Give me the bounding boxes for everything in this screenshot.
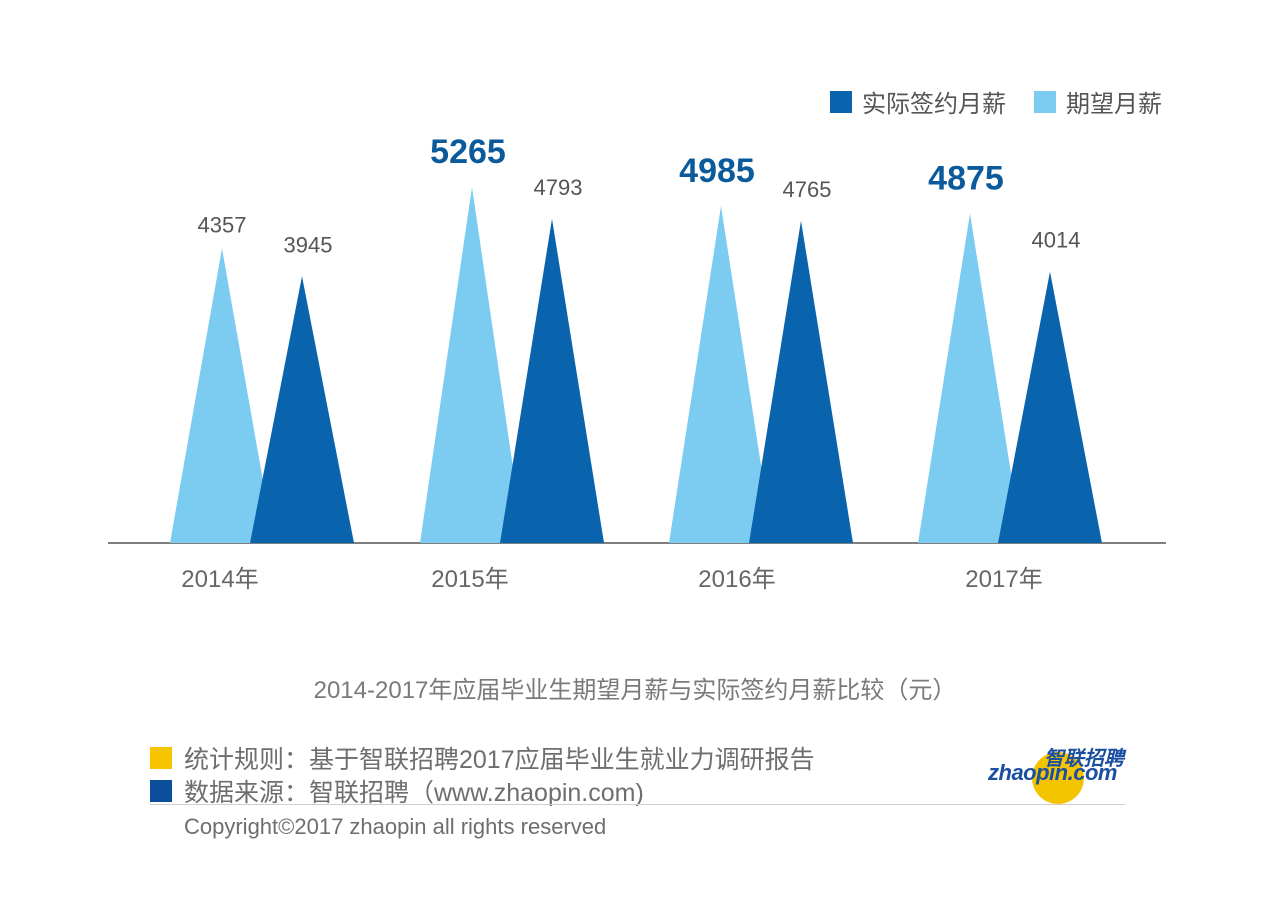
- legend-swatch-expected: [1034, 90, 1056, 113]
- actual-salary-label: 3945: [284, 232, 333, 257]
- chart-legend: 实际签约月薪 期望月薪: [830, 84, 1162, 119]
- note-rule-swatch: [150, 747, 172, 769]
- expected-salary-peak: [669, 205, 773, 544]
- logo-circle: [1032, 752, 1084, 804]
- note-rule: 统计规则：基于智联招聘2017应届毕业生就业力调研报告: [150, 740, 815, 776]
- expected-salary-label: 5265: [430, 133, 506, 171]
- expected-salary-peak: [918, 213, 1022, 544]
- x-tick-label: 2017年: [965, 566, 1042, 593]
- legend-swatch-actual: [830, 90, 852, 113]
- note-source: 数据来源：智联招聘（www.zhaopin.com): [150, 773, 644, 809]
- expected-salary-label: 4985: [679, 152, 755, 190]
- chart-title: 2014-2017年应届毕业生期望月薪与实际签约月薪比较（元）: [313, 677, 957, 704]
- actual-salary-peak: [749, 220, 853, 543]
- expected-salary-label: 4875: [928, 159, 1004, 197]
- note-source-text: 数据来源：智联招聘（www.zhaopin.com): [184, 779, 644, 807]
- note-source-swatch: [150, 780, 172, 802]
- logo-cn-text: 智联招聘: [1044, 748, 1124, 770]
- copyright-text: Copyright©2017 zhaopin all rights reserv…: [184, 814, 607, 839]
- actual-salary-label: 4765: [783, 177, 832, 202]
- actual-salary-peak: [500, 218, 604, 543]
- x-tick-label: 2014年: [181, 566, 258, 593]
- footer-divider: [150, 804, 1125, 805]
- logo-en-text: zhaopin.com: [988, 760, 1117, 785]
- actual-salary-label: 4793: [534, 175, 583, 200]
- legend-item-expected: 期望月薪: [1034, 84, 1162, 119]
- note-rule-text: 统计规则：基于智联招聘2017应届毕业生就业力调研报告: [184, 746, 815, 774]
- expected-salary-label: 4357: [198, 212, 247, 237]
- x-tick-label: 2015年: [431, 566, 508, 593]
- zhaopin-logo: 智联招聘 zhaopin.com: [988, 742, 1128, 804]
- actual-salary-peak: [250, 276, 354, 543]
- x-tick-label: 2016年: [698, 566, 775, 593]
- legend-label-actual: 实际签约月薪: [862, 91, 1006, 118]
- actual-salary-label: 4014: [1032, 228, 1081, 253]
- legend-item-actual: 实际签约月薪: [830, 84, 1006, 119]
- expected-salary-peak: [420, 187, 524, 543]
- actual-salary-peak: [998, 271, 1102, 543]
- legend-label-expected: 期望月薪: [1066, 91, 1162, 118]
- expected-salary-peak: [170, 248, 274, 543]
